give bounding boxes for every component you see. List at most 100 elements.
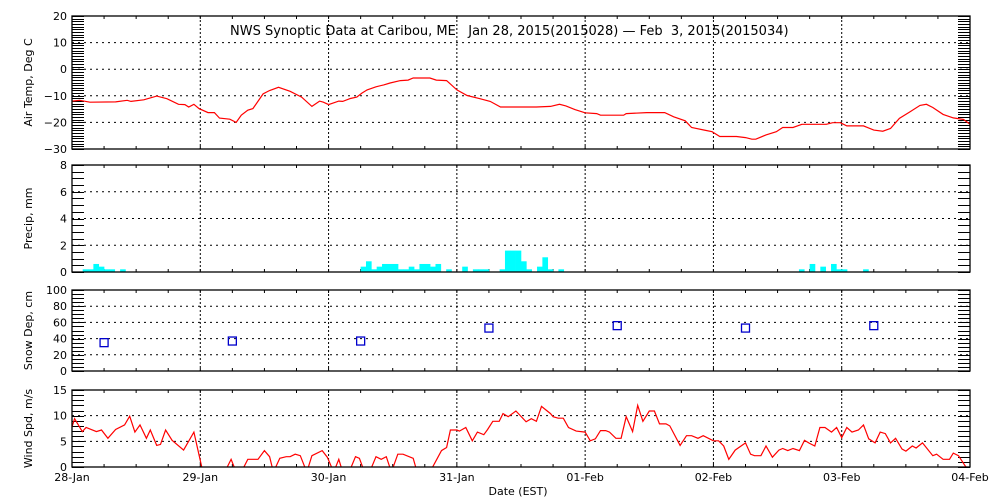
- precip-bar: [504, 250, 511, 272]
- line-wind-speed: [72, 403, 967, 467]
- panel-frame: [71, 389, 971, 468]
- precip-bar: [820, 266, 826, 272]
- x-tick-label: 29-Jan: [183, 471, 219, 484]
- precip-bar: [82, 269, 89, 272]
- series-wind-speed: [72, 403, 967, 467]
- y-tick-label: −10: [44, 90, 67, 103]
- y-tick-label: 0: [60, 266, 67, 279]
- precip-bar: [472, 269, 479, 272]
- y-tick-label: 60: [53, 316, 67, 329]
- precip-bar: [798, 269, 805, 272]
- precip-bar: [836, 269, 843, 272]
- precip-bar: [526, 269, 532, 272]
- precip-bar: [371, 269, 377, 272]
- precip-bar: [809, 263, 816, 272]
- panel-precip: 8 6 4 2 0 Precip, mm: [22, 159, 971, 279]
- panel-frame: [71, 164, 971, 273]
- precip-bar: [93, 263, 100, 272]
- precip-bar: [462, 266, 468, 272]
- x-tick-label: 31-Jan: [439, 471, 475, 484]
- y-tick-label: 100: [46, 284, 67, 297]
- precip-bar: [547, 269, 554, 272]
- precip-bar: [478, 269, 484, 272]
- precip-bar: [483, 269, 490, 272]
- y-tick-label: 10: [53, 410, 67, 423]
- y-axis-label-precip: Precip, mm: [22, 188, 35, 250]
- y-tick-label: 80: [53, 300, 67, 313]
- precip-bar: [414, 269, 420, 272]
- y-tick-label: 20: [53, 10, 67, 23]
- x-tick-label: 30-Jan: [311, 471, 347, 484]
- precip-bar: [863, 269, 869, 272]
- chart-title: NWS Synoptic Data at Caribou, ME Jan 28,…: [230, 24, 789, 39]
- precip-bar: [403, 269, 410, 272]
- y-tick-label: 4: [60, 213, 67, 226]
- y-axis-label-wind-speed: Wind Spd, m/s: [22, 389, 35, 469]
- precip-bar: [515, 250, 522, 272]
- precip-bar: [408, 266, 415, 272]
- y-tick-label: 0: [60, 63, 67, 76]
- y-tick-label: 10: [53, 37, 67, 50]
- precip-bar: [120, 269, 126, 272]
- y-tick-label: 20: [53, 349, 67, 362]
- precip-bar: [435, 263, 442, 272]
- snow-depth-marker: [227, 336, 238, 346]
- precip-bar: [109, 269, 116, 272]
- x-tick-label: 28-Jan: [54, 471, 90, 484]
- snow-depth-marker: [355, 336, 366, 346]
- snow-depth-marker: [99, 337, 109, 348]
- x-tick-label: 04-Feb: [951, 471, 988, 484]
- precip-bar: [558, 269, 565, 272]
- y-tick-label: −20: [44, 116, 67, 129]
- series-air-temp: [72, 77, 970, 140]
- precip-bar: [521, 261, 527, 272]
- x-axis-label: Date (EST): [488, 485, 547, 498]
- y-tick-label: 0: [60, 461, 67, 474]
- precip-bar: [499, 269, 506, 272]
- precip-bar: [104, 269, 110, 272]
- series-precip: [82, 250, 869, 272]
- precip-bar: [446, 269, 452, 272]
- precip-bar: [537, 266, 543, 272]
- precip-bar: [382, 263, 388, 272]
- precip-bar: [88, 269, 94, 272]
- precip-bar: [424, 263, 431, 272]
- precip-bar: [398, 269, 404, 272]
- panel-frame: [71, 289, 971, 372]
- y-tick-label: 15: [53, 384, 67, 397]
- panel-air-temp: 20 10 0 −10 −20 −30 Air Temp, Deg C: [22, 10, 971, 156]
- snow-depth-marker: [740, 323, 751, 333]
- y-axis-label-snow-depth: Snow Dep, cm: [22, 291, 35, 370]
- x-tick-label: 03-Feb: [823, 471, 860, 484]
- panel-frame: [71, 15, 971, 150]
- precip-bar: [419, 263, 426, 272]
- y-tick-label: 8: [60, 159, 67, 172]
- precip-bar: [387, 263, 394, 272]
- precip-bar: [392, 263, 399, 272]
- y-tick-label: 0: [60, 365, 67, 378]
- snow-depth-marker: [612, 320, 622, 331]
- line-air-temp: [72, 77, 970, 140]
- y-tick-label: 40: [53, 333, 67, 346]
- precip-bar: [365, 261, 372, 272]
- snow-depth-marker: [869, 320, 879, 331]
- precip-bar: [98, 266, 105, 272]
- panel-wind-speed: 15 10 5 0 Wind Spd, m/s: [22, 384, 971, 474]
- y-tick-label: 2: [60, 239, 67, 252]
- y-tick-label: −30: [44, 143, 67, 156]
- precip-bar: [510, 250, 516, 272]
- y-tick-label: 6: [60, 186, 67, 199]
- series-snow-depth: [99, 320, 879, 348]
- y-tick-label: 5: [60, 435, 67, 448]
- x-tick-label: 01-Feb: [566, 471, 603, 484]
- precip-bar: [542, 257, 549, 272]
- y-axis-label-air-temp: Air Temp, Deg C: [22, 38, 35, 127]
- x-tick-label: 02-Feb: [695, 471, 732, 484]
- precip-bar: [841, 269, 848, 272]
- precip-bar: [360, 266, 367, 272]
- precip-bar: [376, 266, 383, 272]
- snow-depth-marker: [484, 323, 494, 333]
- precip-bar: [430, 266, 436, 272]
- precip-bar: [831, 263, 837, 272]
